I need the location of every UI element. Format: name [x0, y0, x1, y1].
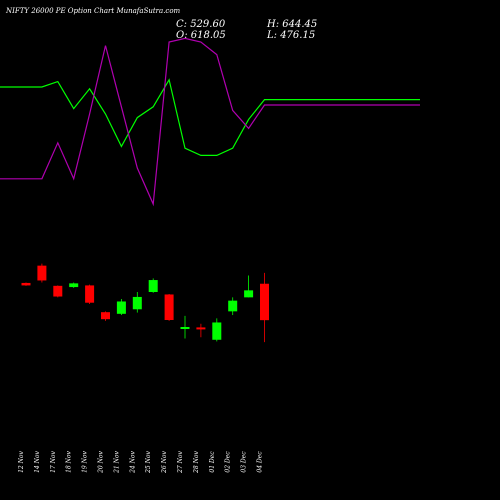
indicator-lines — [0, 37, 420, 207]
date-label: 25 Nov — [145, 450, 152, 473]
date-label: 20 Nov — [98, 450, 105, 473]
date-label: 26 Nov — [161, 450, 168, 473]
candle-body — [180, 327, 190, 329]
date-label: 02 Dec — [225, 451, 232, 473]
date-label: 04 Dec — [257, 451, 264, 473]
date-label: 01 Dec — [209, 451, 216, 473]
close-value: C: 529.60 — [176, 19, 226, 30]
date-label: 28 Nov — [193, 450, 200, 473]
date-label: 24 Nov — [129, 450, 136, 473]
candle-body — [132, 296, 142, 310]
candles — [21, 263, 269, 343]
candle-body — [116, 301, 126, 314]
candle-body — [228, 300, 238, 312]
low-value: L: 476.15 — [267, 30, 316, 41]
candle-body — [101, 312, 110, 320]
date-label: 21 Nov — [113, 450, 120, 473]
candle-body — [244, 290, 254, 298]
candle-body — [53, 285, 63, 297]
date-label: 27 Nov — [177, 450, 184, 473]
date-label: 18 Nov — [66, 450, 73, 472]
candle-body — [260, 283, 269, 321]
upper-indicator-line — [0, 78, 420, 156]
candle-body — [37, 265, 47, 281]
candle-body — [21, 282, 31, 286]
date-label: 03 Dec — [241, 451, 248, 473]
candle-body — [196, 327, 206, 330]
date-labels: 12 Nov 14 Nov 17 Nov 18 Nov 19 Nov 20 Nov 21 N… — [18, 450, 264, 473]
lower-indicator-line — [0, 37, 420, 207]
candle-body — [212, 322, 222, 340]
open-value: O: 618.05 — [176, 30, 226, 41]
candle-body — [148, 280, 158, 292]
high-value: H: 644.45 — [267, 19, 318, 30]
chart-title: NIFTY 26000 PE Option Chart MunafaSutra.… — [6, 7, 181, 15]
date-label: 12 Nov — [18, 450, 25, 472]
date-label: 14 Nov — [34, 450, 41, 472]
date-label: 17 Nov — [50, 450, 57, 472]
candle-body — [69, 283, 79, 288]
candle-body — [85, 285, 95, 303]
date-label: 19 Nov — [82, 450, 89, 472]
candle-body — [164, 294, 174, 320]
